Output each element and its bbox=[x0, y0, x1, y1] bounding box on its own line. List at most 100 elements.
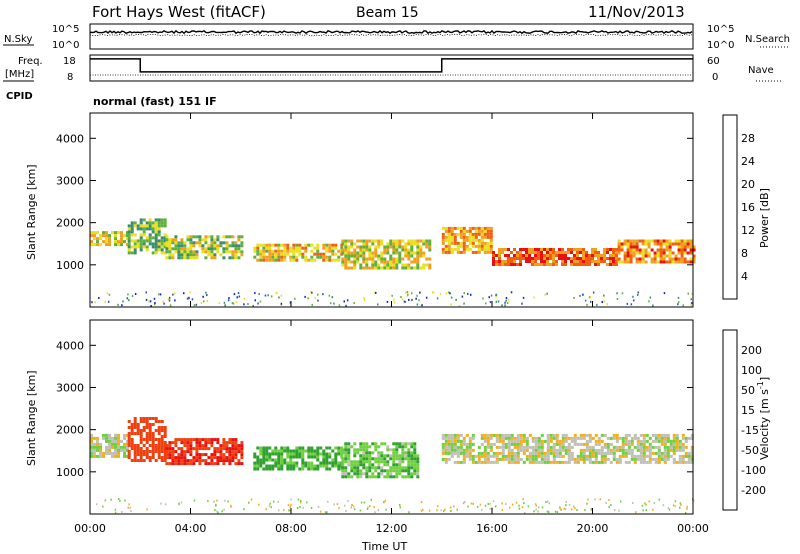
echo-cell bbox=[537, 510, 539, 513]
echo-cell bbox=[128, 503, 130, 506]
echo-cell bbox=[419, 239, 423, 243]
echo-cell bbox=[93, 243, 96, 247]
echo-cell bbox=[142, 227, 146, 231]
echo-cell bbox=[522, 460, 526, 464]
echo-cell bbox=[365, 248, 369, 252]
echo-cell bbox=[574, 507, 576, 510]
echo-cell bbox=[237, 238, 241, 242]
echo-cell bbox=[641, 504, 644, 507]
echo-cell bbox=[347, 460, 351, 464]
echo-cell bbox=[145, 236, 149, 240]
echo-cell bbox=[639, 457, 643, 461]
echo-cell bbox=[148, 459, 152, 462]
echo-cell bbox=[411, 292, 413, 295]
echo-cell bbox=[126, 442, 129, 446]
echo-cell bbox=[436, 297, 439, 300]
echo-cell bbox=[510, 454, 514, 458]
echo-cell bbox=[151, 236, 155, 240]
echo-cell bbox=[384, 499, 387, 502]
echo-cell bbox=[262, 252, 266, 256]
echo-cell bbox=[627, 451, 631, 455]
echo-cell bbox=[660, 433, 664, 437]
echo-cell bbox=[606, 303, 608, 306]
echo-cell bbox=[256, 446, 260, 450]
echo-cell bbox=[561, 442, 565, 446]
echo-cell bbox=[555, 251, 558, 254]
echo-cell bbox=[108, 451, 111, 455]
echo-cell bbox=[588, 433, 592, 437]
echo-cell bbox=[126, 433, 129, 437]
echo-cell bbox=[594, 254, 597, 257]
echo-cell bbox=[133, 444, 137, 447]
echo-cell bbox=[674, 257, 678, 261]
echo-cell bbox=[371, 442, 375, 446]
echo-cell bbox=[195, 444, 199, 448]
echo-cell bbox=[395, 257, 399, 261]
echo-cell bbox=[609, 442, 613, 446]
echo-cell bbox=[151, 245, 155, 249]
echo-cell bbox=[145, 245, 149, 249]
echo-cell bbox=[483, 244, 487, 248]
echo-cell bbox=[142, 453, 146, 456]
echo-cell bbox=[660, 454, 664, 458]
echo-cell bbox=[127, 248, 131, 252]
echo-cell bbox=[334, 461, 338, 465]
echo-cell bbox=[428, 239, 432, 243]
echo-cell bbox=[168, 299, 171, 302]
echo-cell bbox=[163, 453, 167, 456]
echo-cell bbox=[160, 221, 164, 225]
echo-cell bbox=[240, 453, 244, 457]
echo-cell bbox=[416, 457, 420, 461]
echo-cell bbox=[627, 433, 631, 437]
echo-cell bbox=[365, 263, 369, 267]
echo-cell bbox=[648, 442, 652, 446]
echo-cell bbox=[157, 218, 161, 222]
echo-cell bbox=[213, 453, 217, 457]
echo-cell bbox=[585, 445, 589, 449]
echo-cell bbox=[537, 445, 541, 449]
echo-cell bbox=[165, 453, 169, 457]
echo-cell bbox=[413, 463, 417, 467]
echo-cell bbox=[319, 452, 323, 456]
echo-cell bbox=[277, 246, 281, 250]
echo-cell bbox=[615, 436, 619, 440]
echo-cell bbox=[486, 451, 490, 455]
echo-cell bbox=[603, 257, 606, 260]
echo-cell bbox=[145, 432, 149, 435]
echo-cell bbox=[444, 226, 448, 230]
echo-cell bbox=[222, 235, 226, 239]
echo-cell bbox=[690, 448, 694, 452]
echo-cell bbox=[467, 505, 469, 508]
echo-cell bbox=[495, 260, 498, 263]
echo-cell bbox=[328, 461, 332, 465]
echo-cell bbox=[292, 243, 296, 247]
echo-cell bbox=[464, 501, 466, 503]
echo-cell bbox=[111, 231, 114, 235]
echo-cell bbox=[630, 442, 634, 446]
echo-cell bbox=[213, 244, 217, 248]
echo-cell bbox=[145, 438, 149, 441]
echo-cell bbox=[413, 251, 417, 255]
echo-cell bbox=[398, 454, 402, 458]
echo-cell bbox=[162, 300, 164, 303]
echo-cell bbox=[96, 445, 99, 449]
echo-cell bbox=[548, 502, 551, 505]
echo-cell bbox=[353, 469, 357, 473]
echo-cell bbox=[213, 462, 217, 466]
echo-cell bbox=[401, 469, 405, 473]
echo-cell bbox=[265, 455, 269, 459]
echo-cell bbox=[256, 467, 260, 471]
echo-cell bbox=[127, 444, 131, 447]
echo-cell bbox=[107, 300, 110, 303]
echo-cell bbox=[130, 510, 132, 513]
echo-cell bbox=[405, 291, 407, 294]
echo-cell bbox=[365, 257, 369, 261]
echo-cell bbox=[259, 243, 263, 247]
echo-cell bbox=[519, 436, 523, 440]
echo-cell bbox=[151, 444, 155, 447]
echo-cell bbox=[105, 240, 108, 244]
echo-cell bbox=[234, 256, 238, 260]
echo-cell bbox=[295, 258, 299, 262]
echo-cell bbox=[128, 299, 130, 302]
echo-cell bbox=[168, 244, 172, 248]
